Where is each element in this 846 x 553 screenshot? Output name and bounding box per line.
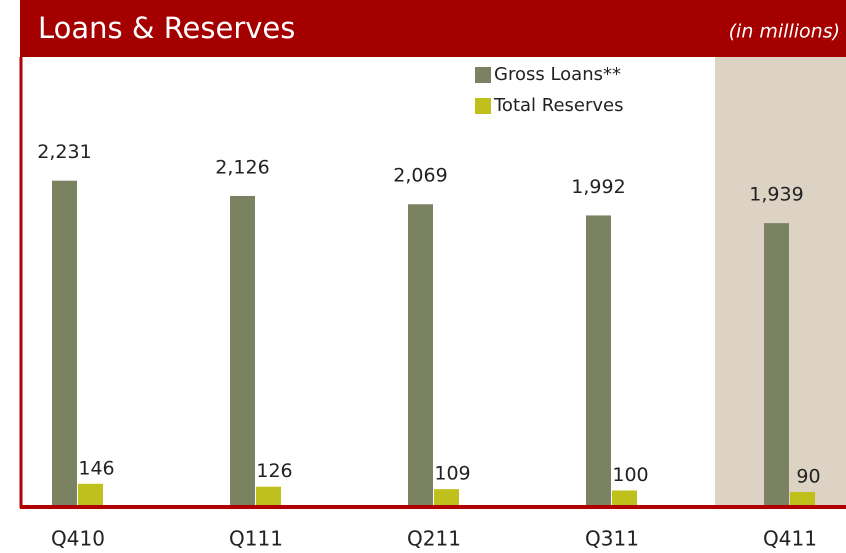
bar xyxy=(586,215,611,505)
legend-label: Gross Loans** xyxy=(494,64,621,85)
bar xyxy=(52,180,77,505)
bar xyxy=(408,204,433,506)
data-label: 109 xyxy=(434,463,470,485)
bar xyxy=(256,486,281,505)
bar xyxy=(78,483,103,505)
bar xyxy=(612,490,637,505)
x-tick-label: Q411 xyxy=(763,527,817,551)
bar xyxy=(764,223,789,505)
bar xyxy=(434,489,459,505)
legend-label: Total Reserves xyxy=(493,95,624,116)
data-label: 90 xyxy=(796,465,820,487)
x-tick-label: Q111 xyxy=(229,527,283,551)
data-label: 100 xyxy=(612,464,648,486)
bar xyxy=(230,195,255,505)
x-tick-label: Q211 xyxy=(407,527,461,551)
header-band xyxy=(20,0,846,57)
data-label: 1,992 xyxy=(571,176,625,198)
chart-title: Loans & Reserves xyxy=(38,11,295,45)
chart-subtitle: (in millions) xyxy=(729,21,840,43)
data-label: 2,069 xyxy=(393,165,447,187)
data-label: 126 xyxy=(256,460,292,482)
legend-swatch xyxy=(475,98,491,114)
legend-swatch xyxy=(475,67,491,83)
bar xyxy=(790,491,815,505)
x-tick-label: Q311 xyxy=(585,527,639,551)
data-label: 2,231 xyxy=(37,141,91,163)
data-label: 1,939 xyxy=(749,184,803,206)
data-label: 2,126 xyxy=(215,156,269,178)
data-label: 146 xyxy=(78,457,114,479)
x-tick-label: Q410 xyxy=(51,527,105,551)
